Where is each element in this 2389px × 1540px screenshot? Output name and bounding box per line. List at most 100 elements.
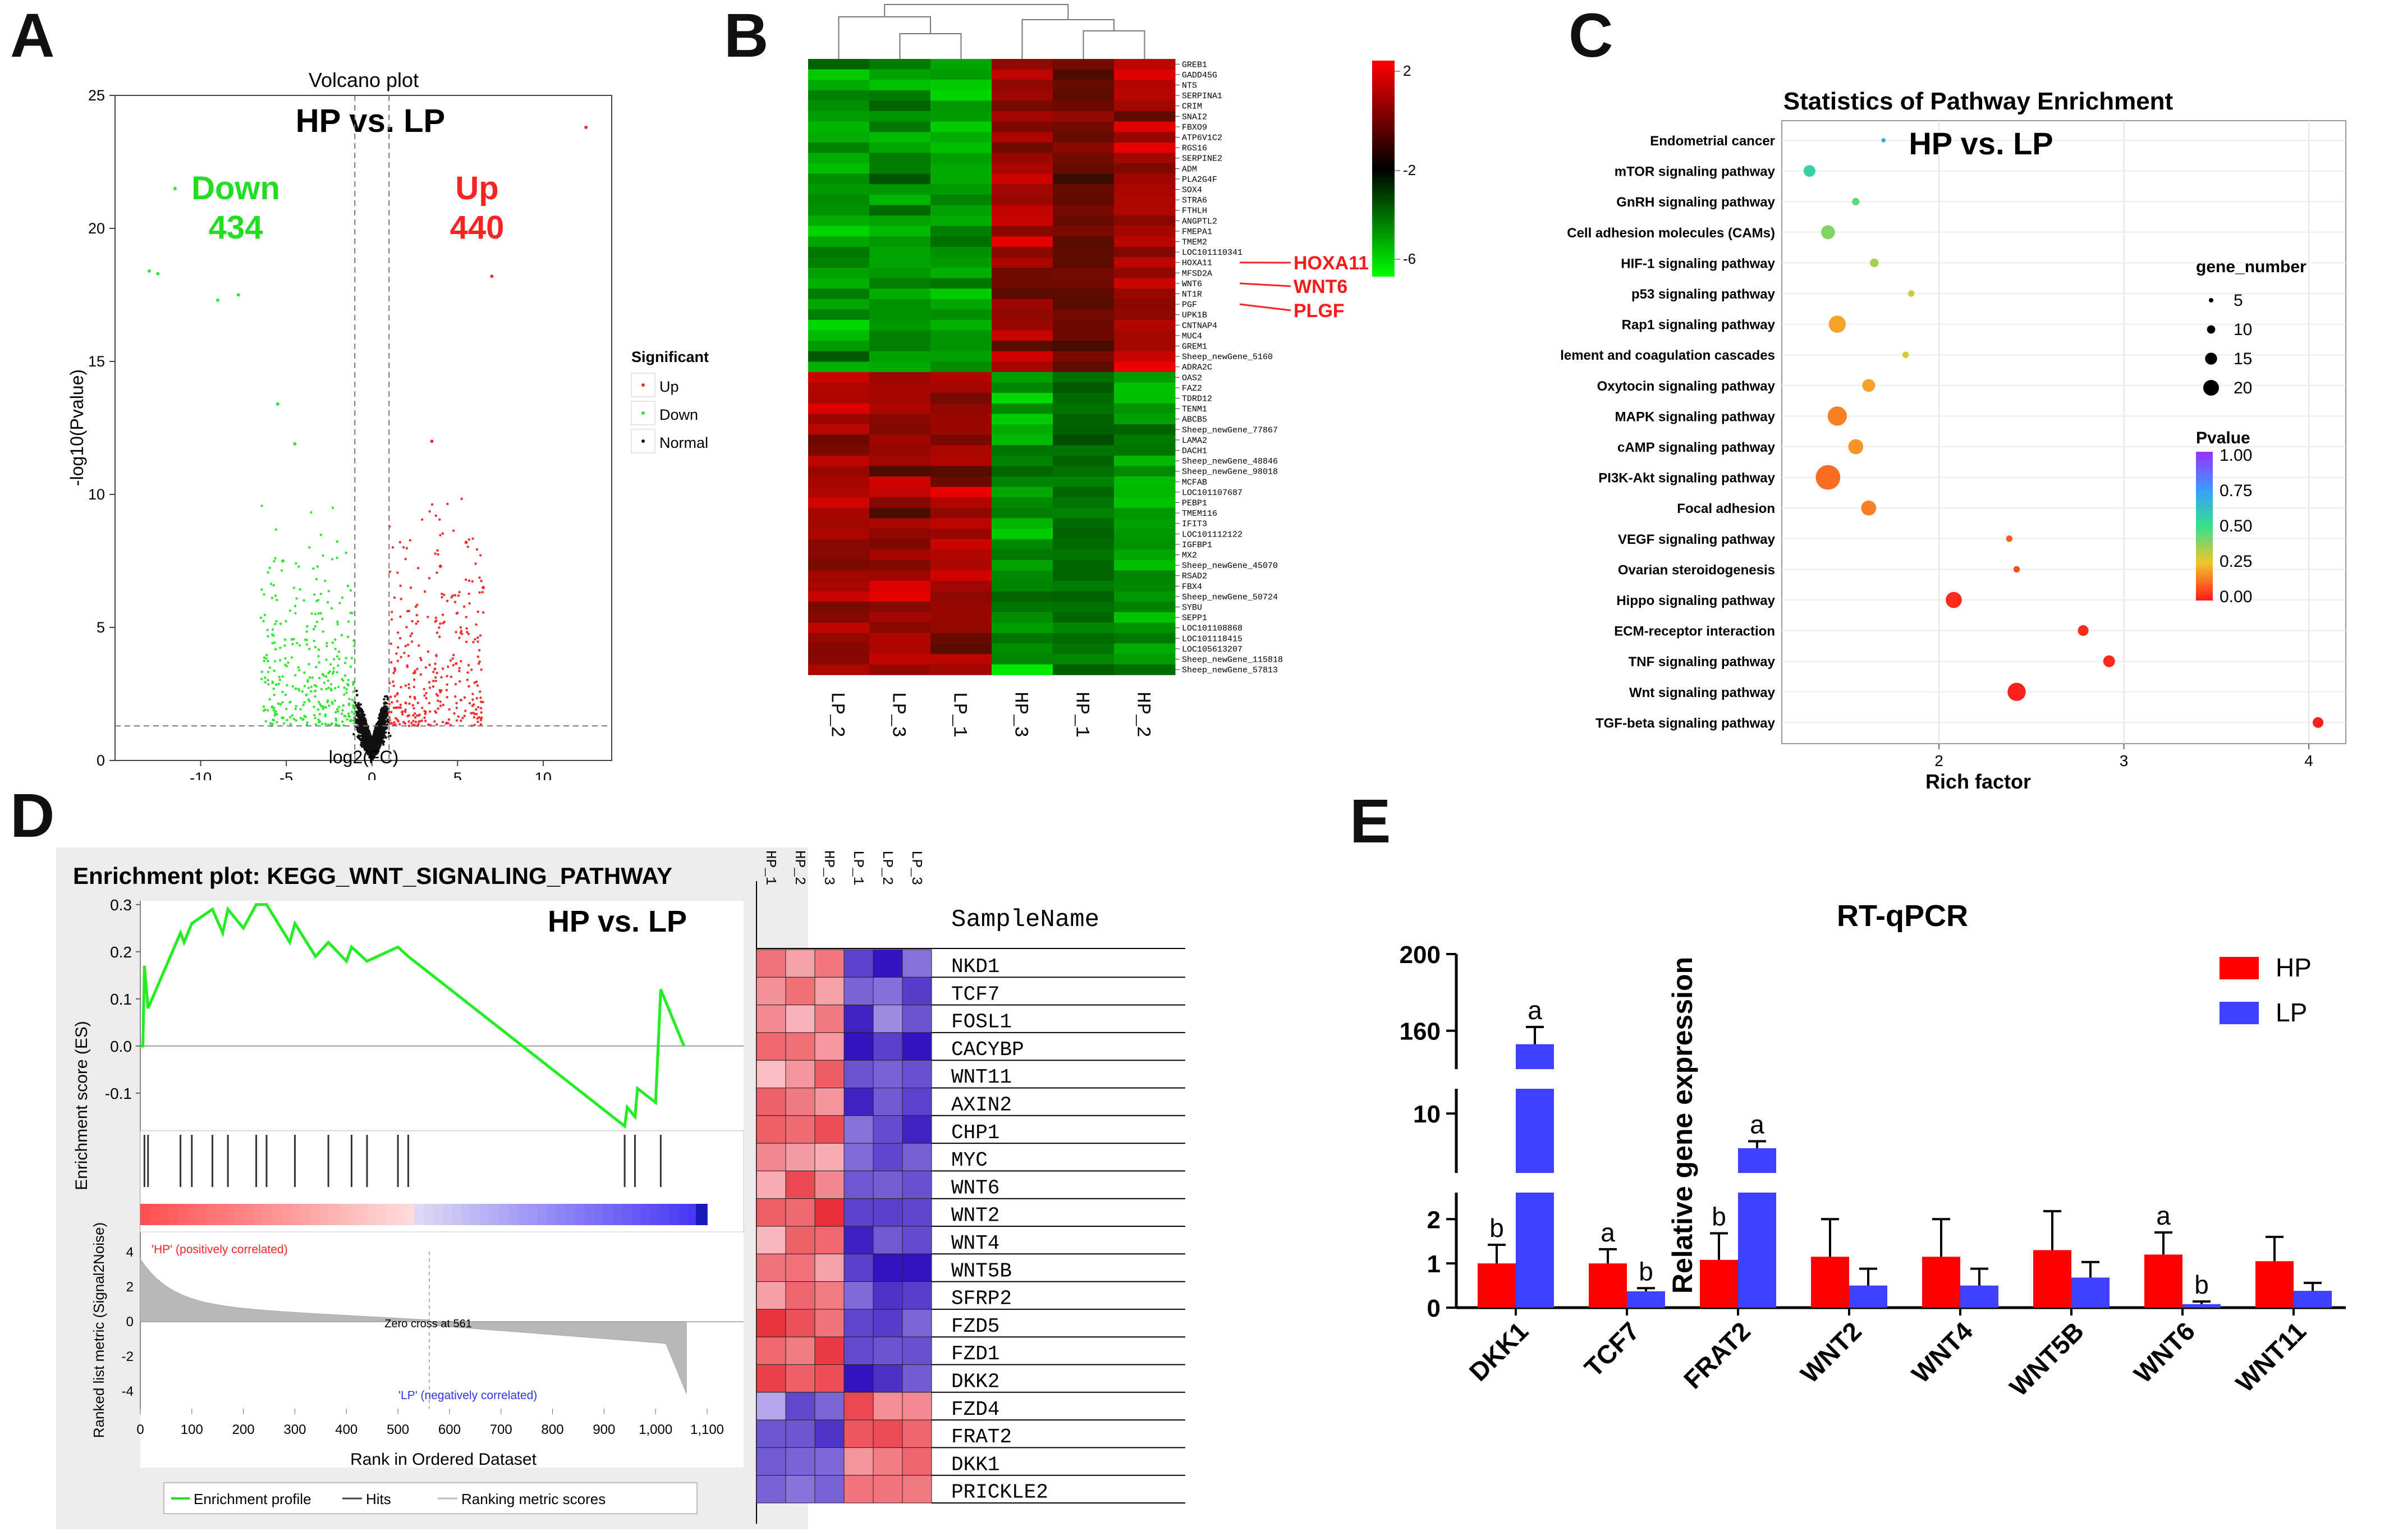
volcano-point (308, 546, 311, 549)
gsea-sample-label: HP_1 (762, 850, 779, 885)
volcano-point (323, 681, 325, 684)
volcano-point (398, 723, 401, 726)
heatmap-cell (869, 184, 931, 195)
pathway-point (1862, 379, 1876, 392)
volcano-point (467, 538, 470, 541)
dendro-branch (1083, 30, 1145, 59)
heatmap-cell (930, 320, 992, 331)
volcano-point (277, 702, 280, 705)
volcano-point (325, 675, 328, 678)
significance-letter: a (1601, 1218, 1615, 1247)
volcano-point (419, 673, 423, 676)
pathway-point (2013, 566, 2020, 573)
volcano-point (352, 683, 355, 686)
rank-color-strip-segment (584, 1204, 594, 1225)
volcano-point (451, 657, 454, 660)
volcano-point (268, 566, 271, 569)
volcano-point (309, 690, 313, 693)
volcano-point (356, 703, 360, 705)
heatmap-cell (930, 455, 992, 466)
gsea-heat-cell (902, 1281, 932, 1310)
heatmap-cell (1053, 612, 1115, 623)
volcano-point (479, 634, 482, 637)
gene-label: SOX4 (1182, 186, 1202, 195)
gsea-enrichment-plot: Enrichment plot: KEGG_WNT_SIGNALING_PATH… (72, 863, 744, 1514)
volcano-point (312, 627, 315, 631)
volcano-point (468, 702, 471, 705)
volcano-point (236, 293, 240, 297)
volcano-point (346, 718, 349, 721)
gsea-heat-cell (756, 949, 786, 978)
heatmap-cell (1053, 382, 1115, 393)
x-tick-label: -5 (279, 769, 293, 780)
volcano-point (359, 731, 363, 734)
heatmap-cell (930, 288, 992, 300)
volcano-point (286, 684, 288, 687)
heatmap-cell (930, 403, 992, 414)
gsea-heat-cell (873, 1281, 903, 1310)
volcano-point (263, 613, 267, 617)
heatmap-cell (808, 414, 870, 425)
volcano-point (396, 659, 399, 662)
volcano-point (407, 654, 410, 657)
volcano-point (476, 706, 480, 709)
legend-ranking-label: Ranking metric scores (461, 1491, 606, 1507)
gsea-sample-label: HP_3 (820, 850, 837, 885)
sample-name-header: SampleName (951, 906, 1099, 934)
gene-label: LOC101118415 (1182, 634, 1242, 644)
rank-color-strip-segment (537, 1204, 547, 1225)
enrichment-profile-line (140, 903, 686, 1129)
volcano-point (294, 674, 297, 677)
gsea-gene-label: WNT4 (951, 1232, 999, 1255)
scale-tick-label: 2 (1403, 62, 1411, 79)
volcano-point (382, 709, 385, 712)
volcano-point (283, 638, 287, 641)
rank-color-strip-segment (499, 1204, 510, 1225)
volcano-point (460, 719, 462, 722)
volcano-point (399, 584, 402, 587)
bar (1516, 1193, 1554, 1308)
y-tick-label: 15 (88, 353, 105, 370)
heatmap-cell (1114, 142, 1176, 153)
volcano-point (480, 700, 483, 703)
volcano-point (479, 707, 483, 709)
volcano-point (374, 739, 378, 742)
volcano-point (313, 705, 315, 708)
volcano-point (352, 722, 356, 725)
volcano-point (409, 586, 412, 589)
volcano-point (284, 693, 287, 696)
volcano-point (337, 685, 340, 689)
heatmap-cell (930, 497, 992, 508)
volcano-point (395, 652, 398, 655)
heatmap-cell (869, 372, 931, 383)
volcano-point (407, 720, 410, 723)
volcano-point (329, 688, 333, 690)
volcano-point (482, 585, 485, 589)
gsea-heat-cell (873, 1336, 903, 1365)
volcano-point (470, 712, 473, 715)
volcano-point (355, 689, 358, 693)
volcano-point (435, 693, 438, 696)
lp-correlated-label: 'LP' (negatively correlated) (398, 1389, 537, 1402)
volcano-point (391, 701, 393, 704)
heatmap-cell (1114, 205, 1176, 216)
heatmap-cell (992, 361, 1053, 373)
volcano-point (409, 539, 412, 542)
heatmap-cell (1053, 539, 1115, 550)
volcano-point (439, 534, 442, 537)
volcano-point (270, 583, 273, 585)
volcano-point (310, 511, 313, 514)
volcano-point (363, 738, 366, 741)
volcano-point (341, 712, 343, 716)
rank-color-strip-segment (159, 1204, 169, 1225)
gsea-heat-cell (814, 1336, 845, 1365)
volcano-point (446, 683, 448, 686)
volcano-point (467, 592, 470, 595)
volcano-point (393, 721, 396, 724)
volcano-point (365, 739, 368, 742)
bar (1516, 1089, 1554, 1173)
heatmap-cell (992, 205, 1053, 216)
gsea-heat-cell (843, 1032, 874, 1061)
volcano-point (308, 700, 311, 703)
y-tick-label: 5 (97, 619, 105, 636)
